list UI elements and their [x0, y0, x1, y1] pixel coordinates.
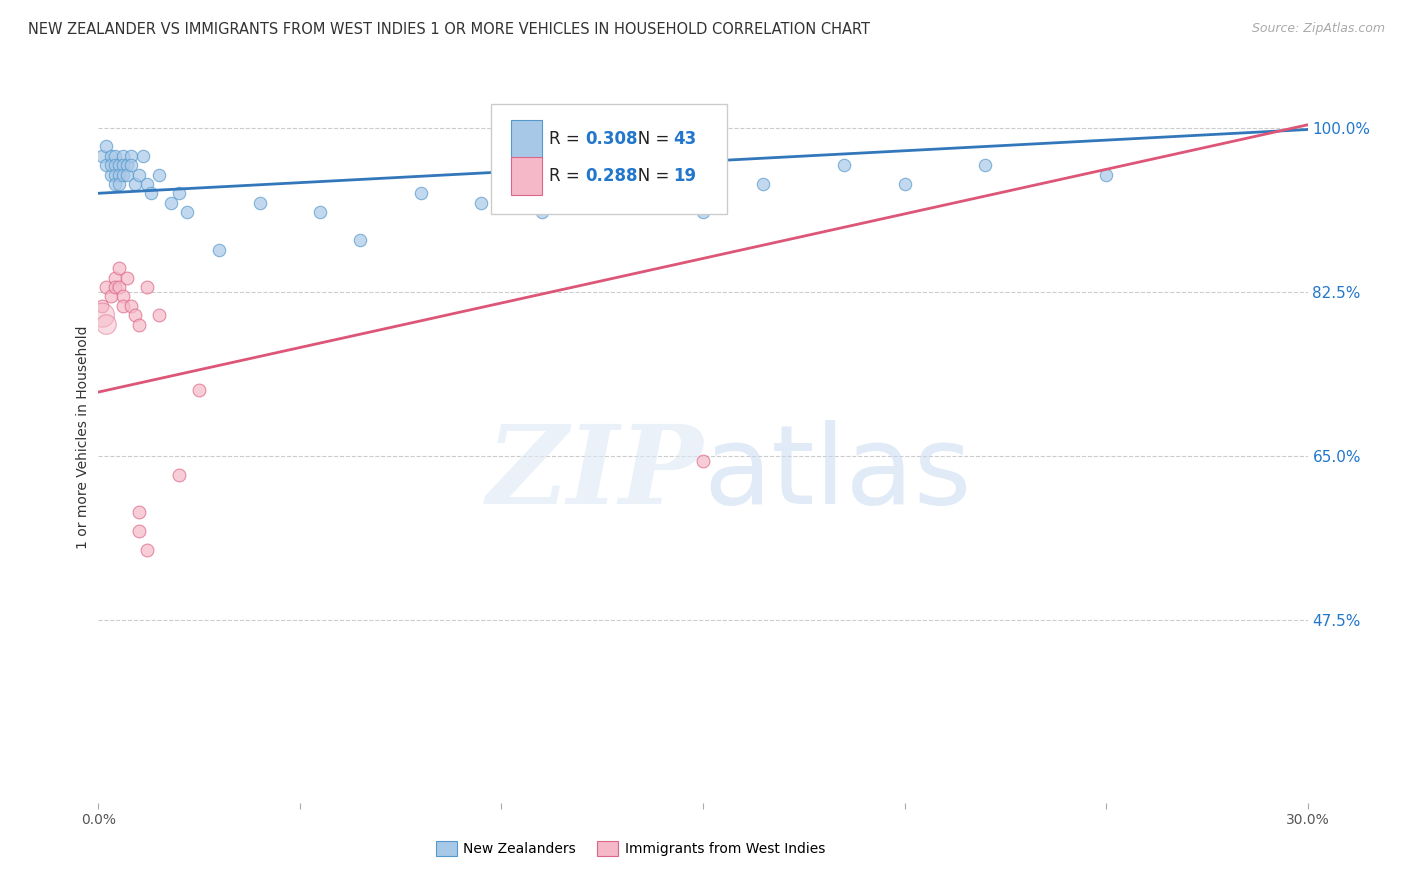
Point — [135, 280, 157, 294]
Point — [107, 158, 129, 172]
Text: 0.288: 0.288 — [586, 167, 638, 185]
Point — [103, 158, 125, 172]
Point — [470, 195, 492, 210]
Point — [107, 280, 129, 294]
Point — [120, 299, 142, 313]
Point — [672, 139, 695, 153]
Text: Source: ZipAtlas.com: Source: ZipAtlas.com — [1251, 22, 1385, 36]
Text: NEW ZEALANDER VS IMMIGRANTS FROM WEST INDIES 1 OR MORE VEHICLES IN HOUSEHOLD COR: NEW ZEALANDER VS IMMIGRANTS FROM WEST IN… — [28, 22, 870, 37]
FancyBboxPatch shape — [510, 157, 543, 195]
Point — [160, 195, 183, 210]
Point — [148, 308, 170, 322]
Point — [1095, 168, 1118, 182]
Point — [111, 149, 134, 163]
Point — [148, 168, 170, 182]
Point — [132, 149, 155, 163]
Point — [107, 177, 129, 191]
Point — [176, 205, 198, 219]
Point — [115, 168, 138, 182]
Point — [100, 289, 122, 303]
Point — [96, 280, 118, 294]
Point — [103, 280, 125, 294]
Point — [100, 168, 122, 182]
Text: R =: R = — [550, 167, 585, 185]
Text: N =: N = — [621, 130, 675, 148]
Point — [188, 383, 211, 397]
Point — [120, 158, 142, 172]
FancyBboxPatch shape — [492, 104, 727, 214]
Point — [974, 158, 997, 172]
Point — [91, 308, 114, 322]
Point — [111, 168, 134, 182]
Point — [124, 177, 146, 191]
Point — [692, 149, 714, 163]
Point — [100, 149, 122, 163]
Text: 43: 43 — [673, 130, 696, 148]
Point — [107, 261, 129, 276]
Point — [530, 205, 553, 219]
Point — [103, 270, 125, 285]
Text: N =: N = — [621, 167, 675, 185]
Point — [103, 168, 125, 182]
Point — [96, 139, 118, 153]
Text: 19: 19 — [673, 167, 696, 185]
Point — [96, 158, 118, 172]
Point — [111, 158, 134, 172]
Point — [128, 505, 150, 519]
Point — [692, 453, 714, 467]
Text: R =: R = — [550, 130, 585, 148]
Point — [167, 186, 190, 201]
Text: ZIP: ZIP — [486, 420, 703, 527]
Point — [128, 318, 150, 332]
Point — [692, 205, 714, 219]
Point — [103, 149, 125, 163]
Point — [115, 270, 138, 285]
Legend: New Zealanders, Immigrants from West Indies: New Zealanders, Immigrants from West Ind… — [430, 836, 831, 862]
Point — [115, 158, 138, 172]
Point — [91, 299, 114, 313]
Point — [349, 233, 371, 247]
Point — [409, 186, 432, 201]
Point — [111, 299, 134, 313]
Point — [111, 289, 134, 303]
Point — [208, 243, 231, 257]
Point — [309, 205, 332, 219]
Point — [893, 177, 915, 191]
Point — [100, 158, 122, 172]
Point — [135, 542, 157, 557]
Point — [135, 177, 157, 191]
Text: atlas: atlas — [703, 420, 972, 527]
Point — [128, 524, 150, 538]
Point — [832, 158, 855, 172]
Point — [124, 308, 146, 322]
FancyBboxPatch shape — [510, 120, 543, 159]
Point — [120, 149, 142, 163]
Point — [249, 195, 271, 210]
Point — [91, 149, 114, 163]
Point — [96, 318, 118, 332]
Point — [612, 168, 634, 182]
Text: 0.308: 0.308 — [586, 130, 638, 148]
Point — [103, 177, 125, 191]
Point — [752, 177, 775, 191]
Y-axis label: 1 or more Vehicles in Household: 1 or more Vehicles in Household — [76, 326, 90, 549]
Point — [139, 186, 162, 201]
Point — [128, 168, 150, 182]
Point — [107, 168, 129, 182]
Point — [167, 467, 190, 482]
